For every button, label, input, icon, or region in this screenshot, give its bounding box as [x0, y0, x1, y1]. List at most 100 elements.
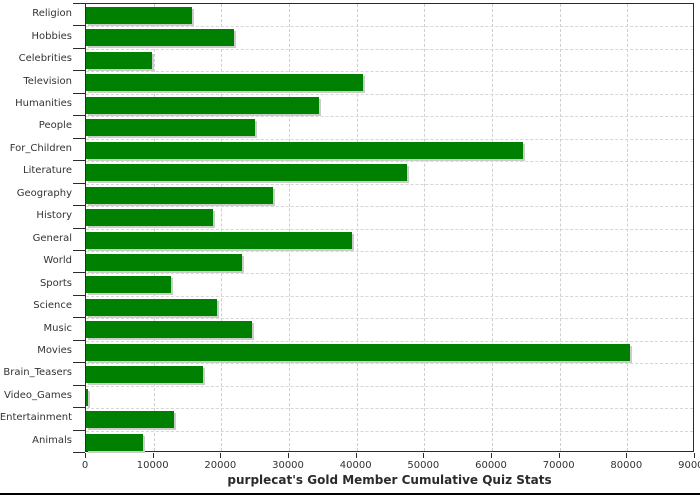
category-label: Science — [33, 300, 72, 312]
plot-area — [85, 3, 694, 452]
v-gridline — [153, 4, 155, 451]
x-axis-tick — [288, 453, 289, 458]
y-axis-tick — [73, 272, 85, 273]
x-axis-tick — [152, 453, 154, 458]
h-gridline — [86, 273, 693, 275]
bar-hobbies — [86, 29, 235, 47]
y-axis-tick — [73, 183, 85, 184]
v-gridline — [356, 4, 358, 451]
y-axis-tick — [73, 70, 85, 71]
x-tick-label: 20000 — [204, 460, 237, 471]
h-gridline — [86, 138, 693, 140]
bar-science — [86, 298, 217, 316]
y-axis-tick — [73, 317, 85, 318]
category-label: People — [38, 120, 72, 132]
v-gridline — [559, 4, 561, 451]
category-label: General — [32, 232, 72, 244]
x-tick-label: 70000 — [542, 460, 575, 471]
h-gridline — [86, 26, 693, 28]
bar-brain_teasers — [86, 366, 204, 384]
x-axis-tick — [85, 453, 86, 458]
y-axis-tick — [73, 452, 85, 453]
v-gridline — [492, 4, 493, 451]
y-axis-tick — [73, 115, 85, 116]
y-axis-tick — [73, 25, 85, 26]
bar-history — [86, 209, 213, 227]
y-axis-tick — [73, 362, 85, 363]
y-axis-tick — [73, 407, 85, 408]
h-gridline — [86, 340, 693, 342]
x-axis-tick — [626, 453, 628, 458]
h-gridline — [86, 228, 693, 230]
category-label: Literature — [23, 165, 72, 177]
h-gridline — [86, 363, 693, 365]
bar-world — [86, 253, 243, 271]
x-axis-tick — [558, 453, 560, 458]
y-axis-tick — [73, 228, 85, 229]
h-gridline — [86, 385, 693, 387]
category-label: Humanities — [15, 98, 72, 110]
category-label: Animals — [32, 434, 72, 446]
y-axis-tick — [73, 93, 85, 94]
bar-celebrities — [86, 51, 153, 69]
y-axis-tick — [73, 3, 85, 4]
bar-video_games — [86, 388, 89, 406]
category-label: Brain_Teasers — [3, 367, 72, 379]
h-gridline — [86, 430, 693, 432]
category-label: Music — [43, 322, 72, 334]
bar-people — [86, 119, 256, 137]
bar-geography — [86, 186, 274, 204]
category-label: Celebrities — [18, 53, 72, 65]
bar-sports — [86, 276, 172, 294]
x-tick-label: 30000 — [272, 460, 304, 471]
category-label: Entertainment — [0, 412, 72, 424]
y-axis-tick — [73, 295, 85, 296]
bar-religion — [86, 7, 192, 24]
category-label: For_Children — [9, 142, 72, 154]
category-label: Hobbies — [31, 30, 72, 42]
bar-for_children — [86, 141, 524, 159]
y-axis-tick — [73, 48, 85, 49]
x-tick-label: 40000 — [339, 460, 372, 471]
bar-entertainment — [86, 411, 174, 429]
x-tick-label: 60000 — [475, 460, 507, 471]
h-gridline — [86, 206, 693, 208]
bottom-rule — [0, 493, 700, 495]
v-gridline — [221, 4, 223, 451]
y-axis-tick — [73, 160, 85, 161]
x-axis-tick — [220, 453, 222, 458]
y-axis-tick — [73, 385, 85, 386]
x-axis-tick — [491, 453, 492, 458]
y-axis-tick — [73, 430, 85, 431]
h-gridline — [86, 71, 693, 73]
bar-humanities — [86, 96, 320, 114]
category-label: Movies — [37, 344, 72, 356]
y-axis-tick — [73, 138, 85, 139]
x-tick-label: 80000 — [610, 460, 643, 471]
h-gridline — [86, 408, 693, 410]
x-axis-tick — [694, 453, 695, 458]
v-gridline — [424, 4, 426, 451]
category-label: Religion — [32, 8, 72, 20]
h-gridline — [86, 161, 693, 163]
x-tick-label: 90000 — [678, 460, 700, 471]
h-gridline — [86, 48, 693, 50]
bar-literature — [86, 164, 407, 182]
y-axis-tick — [73, 205, 85, 206]
v-gridline — [627, 4, 629, 451]
bar-general — [86, 231, 352, 249]
v-gridline — [289, 4, 290, 451]
h-gridline — [86, 318, 693, 320]
category-label: History — [36, 210, 72, 222]
bar-movies — [86, 343, 631, 361]
chart-title: purplecat's Gold Member Cumulative Quiz … — [227, 473, 552, 487]
category-label: Sports — [39, 277, 72, 289]
bar-animals — [86, 433, 143, 451]
bar-television — [86, 74, 364, 92]
category-label: World — [43, 255, 72, 267]
h-gridline — [86, 93, 693, 95]
y-axis-tick — [73, 340, 85, 341]
x-axis-tick — [355, 453, 357, 458]
category-label: Geography — [16, 187, 72, 199]
